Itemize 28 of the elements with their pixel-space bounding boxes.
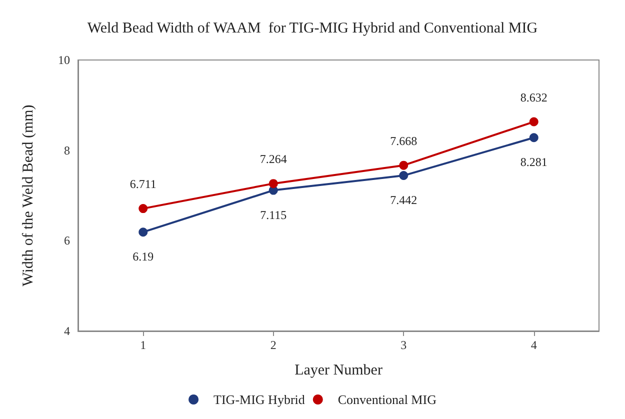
data-label: 7.115 — [260, 208, 287, 222]
point — [529, 117, 538, 126]
y-axis-title: Width of the Weld Bead (mm) — [20, 104, 36, 286]
chart-title: Weld Bead Width of WAAM for TIG-MIG Hybrid and Conventional MIG — [87, 20, 538, 36]
y-tick-label: 4 — [64, 324, 70, 338]
data-label: 7.442 — [390, 193, 418, 208]
data-label: 6.19 — [132, 250, 154, 264]
x-tick-label: 1 — [140, 338, 146, 352]
x-tick-label: 3 — [400, 338, 407, 352]
point — [268, 179, 278, 188]
data-label: 7.264 — [260, 152, 287, 166]
point — [399, 171, 408, 180]
point — [399, 160, 408, 170]
y-tick-label: 10 — [58, 53, 70, 67]
data-label: 8.281 — [520, 155, 548, 170]
data-label: 7.668 — [390, 134, 418, 148]
x-tick-label: 4 — [530, 338, 537, 352]
point — [529, 133, 538, 142]
y-tick-label: 6 — [64, 234, 70, 248]
point — [138, 204, 148, 214]
y-tick-label: 8 — [64, 143, 70, 158]
legend-label: Conventional MIG — [338, 392, 436, 407]
point — [138, 228, 148, 237]
data-label: 6.711 — [130, 177, 156, 192]
x-axis-title: Layer Number — [294, 362, 382, 378]
data-label: 8.632 — [520, 90, 548, 104]
x-tick-label: 2 — [270, 338, 276, 352]
legend-label: TIG-MIG Hybrid — [214, 392, 306, 407]
